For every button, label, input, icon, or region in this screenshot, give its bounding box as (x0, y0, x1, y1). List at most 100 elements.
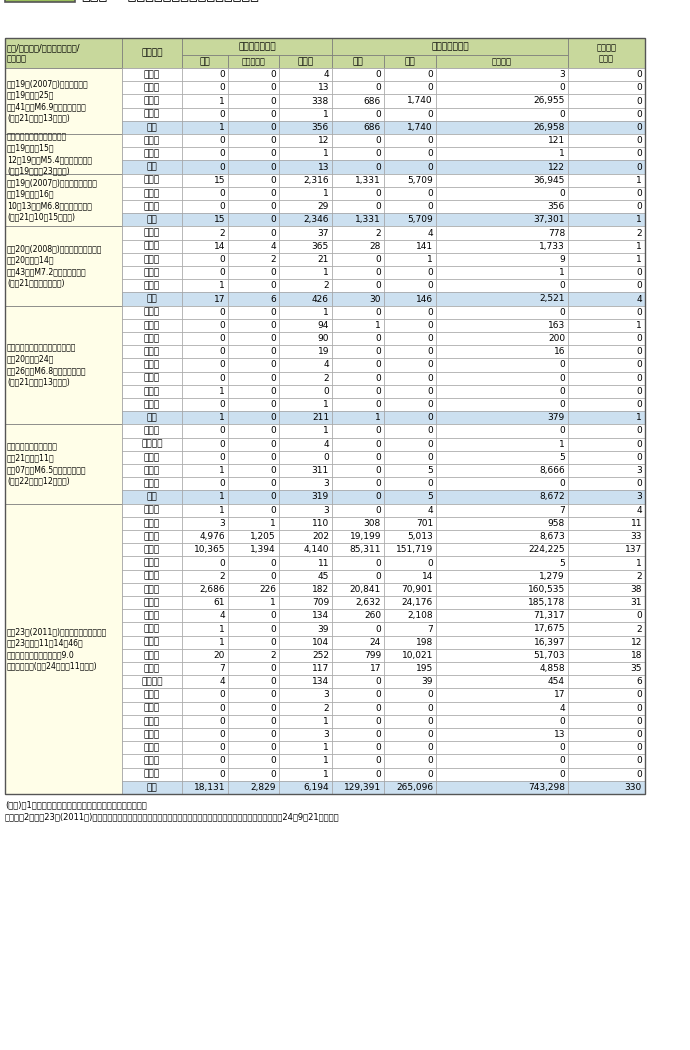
Text: 岩手県: 岩手県 (144, 532, 160, 541)
Bar (5, 38, 122, 68)
Text: 1,331: 1,331 (355, 175, 381, 185)
Text: 1,279: 1,279 (540, 571, 565, 581)
Text: 0: 0 (219, 189, 225, 197)
Bar (568, 239, 645, 253)
Text: 226: 226 (259, 585, 276, 594)
Text: 94: 94 (317, 321, 329, 330)
Text: 平成19年(2007年)能登半島地震
平成19年３月25日
９時41分　M6.9　最大震度６強
(平成21年１月13日現在): 平成19年(2007年)能登半島地震 平成19年３月25日 ９時41分 M6.9… (7, 80, 88, 123)
Text: 0: 0 (427, 756, 433, 765)
Bar (436, 227, 568, 239)
Bar (279, 556, 332, 569)
Text: 14: 14 (214, 242, 225, 251)
Text: 0: 0 (270, 374, 276, 382)
Text: 0: 0 (270, 321, 276, 330)
Bar (279, 227, 332, 239)
Bar (122, 504, 182, 517)
Text: 19: 19 (317, 348, 329, 356)
Bar (384, 173, 436, 187)
Text: 0: 0 (560, 426, 565, 436)
Bar (182, 173, 228, 187)
Text: 0: 0 (219, 334, 225, 343)
Bar (568, 662, 645, 675)
Text: 1: 1 (219, 281, 225, 290)
Bar (568, 450, 645, 464)
Bar (384, 768, 436, 781)
Bar (279, 384, 332, 398)
Bar (384, 689, 436, 701)
Bar (384, 556, 436, 569)
Bar (5, 173, 122, 227)
Text: 0: 0 (219, 202, 225, 211)
Bar (568, 332, 645, 345)
Text: 5: 5 (427, 492, 433, 502)
Bar (568, 134, 645, 147)
Bar (122, 266, 182, 279)
Bar (279, 332, 332, 345)
Text: 0: 0 (560, 360, 565, 370)
Text: 0: 0 (270, 414, 276, 422)
Text: 0: 0 (375, 677, 381, 687)
Text: 0: 0 (375, 308, 381, 317)
Bar (122, 675, 182, 689)
Text: 129,391: 129,391 (344, 783, 381, 792)
Bar (332, 517, 384, 530)
Bar (384, 675, 436, 689)
Text: 三重県中部を震源とする地震
平成19年４月15日
12時19分　M5.4　最大震度５強
(平成19年４月23日現在): 三重県中部を震源とする地震 平成19年４月15日 12時19分 M5.4 最大震… (7, 132, 92, 175)
Text: 0: 0 (636, 189, 642, 197)
Bar (436, 464, 568, 477)
Bar (568, 292, 645, 306)
Bar (279, 253, 332, 266)
Bar (182, 384, 228, 398)
Text: 778: 778 (548, 229, 565, 237)
Bar (436, 147, 568, 161)
Text: 6,194: 6,194 (304, 783, 329, 792)
Text: 3: 3 (560, 70, 565, 79)
Text: 0: 0 (427, 479, 433, 488)
Text: 146: 146 (416, 294, 433, 303)
Text: 0: 0 (560, 109, 565, 119)
Bar (122, 754, 182, 768)
Text: 4: 4 (324, 440, 329, 448)
Text: 0: 0 (636, 730, 642, 739)
Text: 0: 0 (427, 136, 433, 145)
Bar (332, 623, 384, 635)
Bar (279, 517, 332, 530)
Bar (122, 517, 182, 530)
Bar (122, 332, 182, 345)
Bar (568, 319, 645, 332)
Bar (384, 490, 436, 504)
Bar (436, 372, 568, 384)
Bar (384, 781, 436, 794)
Text: 338: 338 (312, 97, 329, 105)
Text: 0: 0 (219, 756, 225, 765)
Text: 17: 17 (213, 294, 225, 303)
Bar (384, 715, 436, 728)
Bar (568, 306, 645, 319)
Bar (228, 649, 279, 662)
Text: 2: 2 (324, 374, 329, 382)
Bar (122, 227, 182, 239)
Bar (279, 173, 332, 187)
Bar (436, 412, 568, 424)
Bar (5, 227, 122, 306)
Text: 134: 134 (312, 677, 329, 687)
Bar (279, 504, 332, 517)
Bar (436, 187, 568, 200)
Bar (384, 569, 436, 583)
Text: 0: 0 (636, 360, 642, 370)
Bar (122, 609, 182, 623)
Text: 0: 0 (270, 637, 276, 647)
Text: 0: 0 (636, 691, 642, 699)
Bar (182, 68, 228, 81)
Bar (332, 161, 384, 173)
Text: 0: 0 (375, 730, 381, 739)
Bar (384, 754, 436, 768)
Text: 0: 0 (375, 559, 381, 567)
Text: 1: 1 (375, 414, 381, 422)
Bar (228, 556, 279, 569)
Bar (279, 490, 332, 504)
Bar (384, 504, 436, 517)
Text: 0: 0 (636, 149, 642, 159)
Text: 0: 0 (270, 426, 276, 436)
Bar (279, 781, 332, 794)
